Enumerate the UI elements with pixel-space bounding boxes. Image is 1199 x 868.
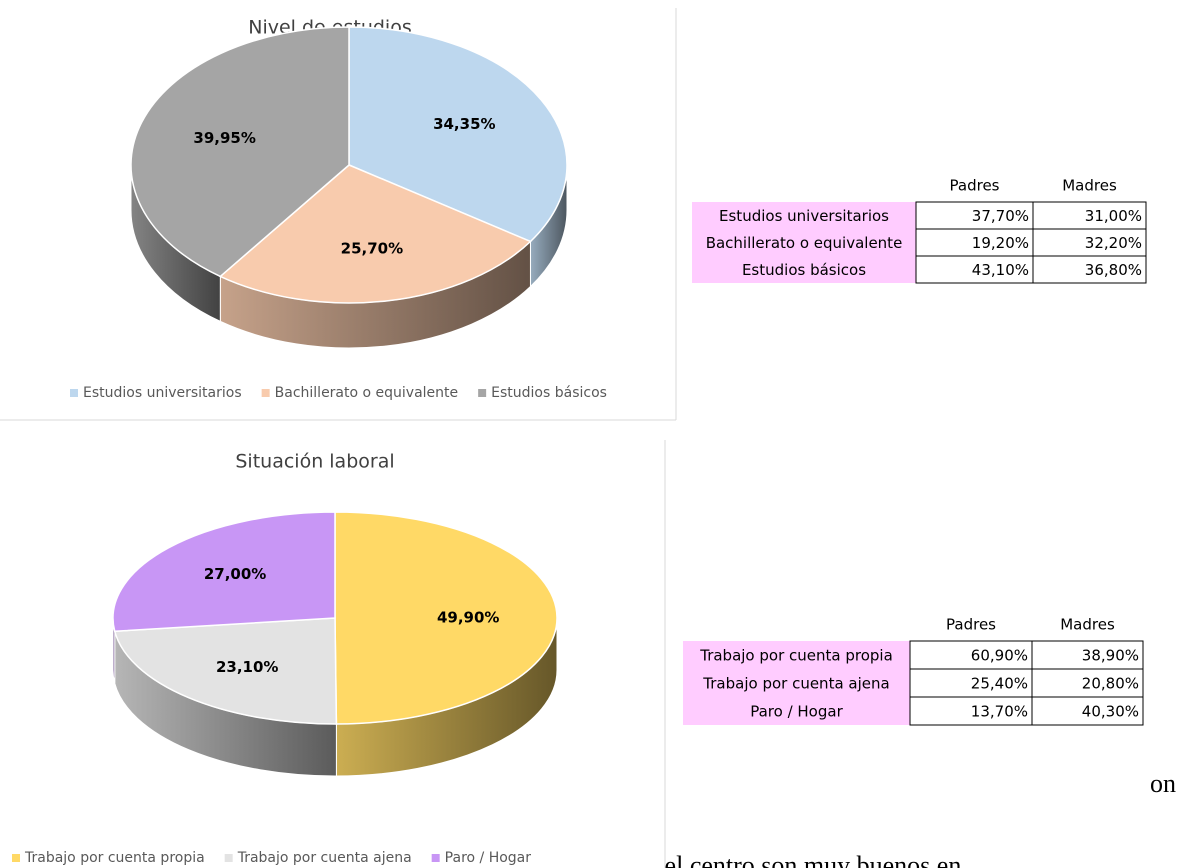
column-header: Padres xyxy=(946,616,996,634)
value-cell xyxy=(1031,696,1144,726)
value-cell xyxy=(915,255,1034,284)
cell-value: 32,20% xyxy=(1085,234,1142,252)
value-cell xyxy=(1032,228,1147,257)
body-text: on xyxy=(1150,769,1176,798)
cell-value: 20,80% xyxy=(1082,675,1139,693)
legend-label: Bachillerato o equivalente xyxy=(275,385,459,401)
row-label-cell xyxy=(683,669,910,697)
value-cell xyxy=(909,640,1033,670)
row-label-cell xyxy=(692,256,916,283)
value-cell xyxy=(909,696,1033,726)
cell-value: 25,40% xyxy=(971,675,1028,693)
legend-label: Estudios universitarios xyxy=(83,385,242,401)
cell-value: 19,20% xyxy=(972,234,1029,252)
pie-slice xyxy=(112,511,336,633)
column-header: Madres xyxy=(1062,177,1117,195)
legend-label: Trabajo por cuenta ajena xyxy=(237,850,412,866)
cell-value: 37,70% xyxy=(972,207,1029,225)
row-label: Bachillerato o equivalente xyxy=(706,234,903,252)
legend-swatch xyxy=(261,389,270,397)
row-label-cell xyxy=(683,641,910,669)
data-label: 25,70% xyxy=(341,240,403,258)
legend-swatch xyxy=(478,389,487,397)
value-cell xyxy=(909,668,1033,698)
column-header: Madres xyxy=(1060,616,1115,634)
value-cell xyxy=(1031,668,1144,698)
pie-slice xyxy=(130,26,350,278)
legend-swatch xyxy=(224,854,233,862)
value-cell xyxy=(1031,640,1144,670)
row-label-cell xyxy=(692,202,916,229)
data-label: 49,90% xyxy=(437,608,499,626)
legend-swatch xyxy=(431,854,440,862)
cell-value: 40,30% xyxy=(1082,703,1139,721)
cell-value: 60,90% xyxy=(971,647,1028,665)
row-label-cell xyxy=(692,229,916,256)
cell-value: 13,70% xyxy=(971,703,1028,721)
pie-slice xyxy=(113,617,338,725)
legend-swatch xyxy=(12,854,20,862)
chart-title: Situación laboral xyxy=(235,451,394,473)
value-cell xyxy=(1032,201,1147,230)
legend-label: Paro / Hogar xyxy=(445,850,532,866)
cell-value: 36,80% xyxy=(1085,261,1142,279)
data-label: 27,00% xyxy=(204,565,266,583)
data-label: 39,95% xyxy=(193,129,255,147)
cell-value: 31,00% xyxy=(1085,207,1142,225)
cell-value: 38,90% xyxy=(1082,647,1139,665)
legend-label: Trabajo por cuenta propia xyxy=(24,850,205,866)
data-label: 34,35% xyxy=(433,115,495,133)
pie-slice xyxy=(334,511,558,725)
column-header: Padres xyxy=(950,177,1000,195)
row-label: Trabajo por cuenta propia xyxy=(699,647,893,665)
legend-swatch xyxy=(70,389,78,397)
cell-value: 43,10% xyxy=(972,261,1029,279)
row-label: Trabajo por cuenta ajena xyxy=(702,675,889,693)
row-label: Paro / Hogar xyxy=(750,703,843,721)
legend-label: Estudios básicos xyxy=(491,385,607,401)
data-label: 23,10% xyxy=(216,658,278,676)
pie-slice xyxy=(218,164,532,304)
row-label-cell xyxy=(683,697,910,725)
value-cell xyxy=(1032,255,1147,284)
row-label: Estudios básicos xyxy=(742,261,866,279)
row-label: Estudios universitarios xyxy=(719,207,889,225)
